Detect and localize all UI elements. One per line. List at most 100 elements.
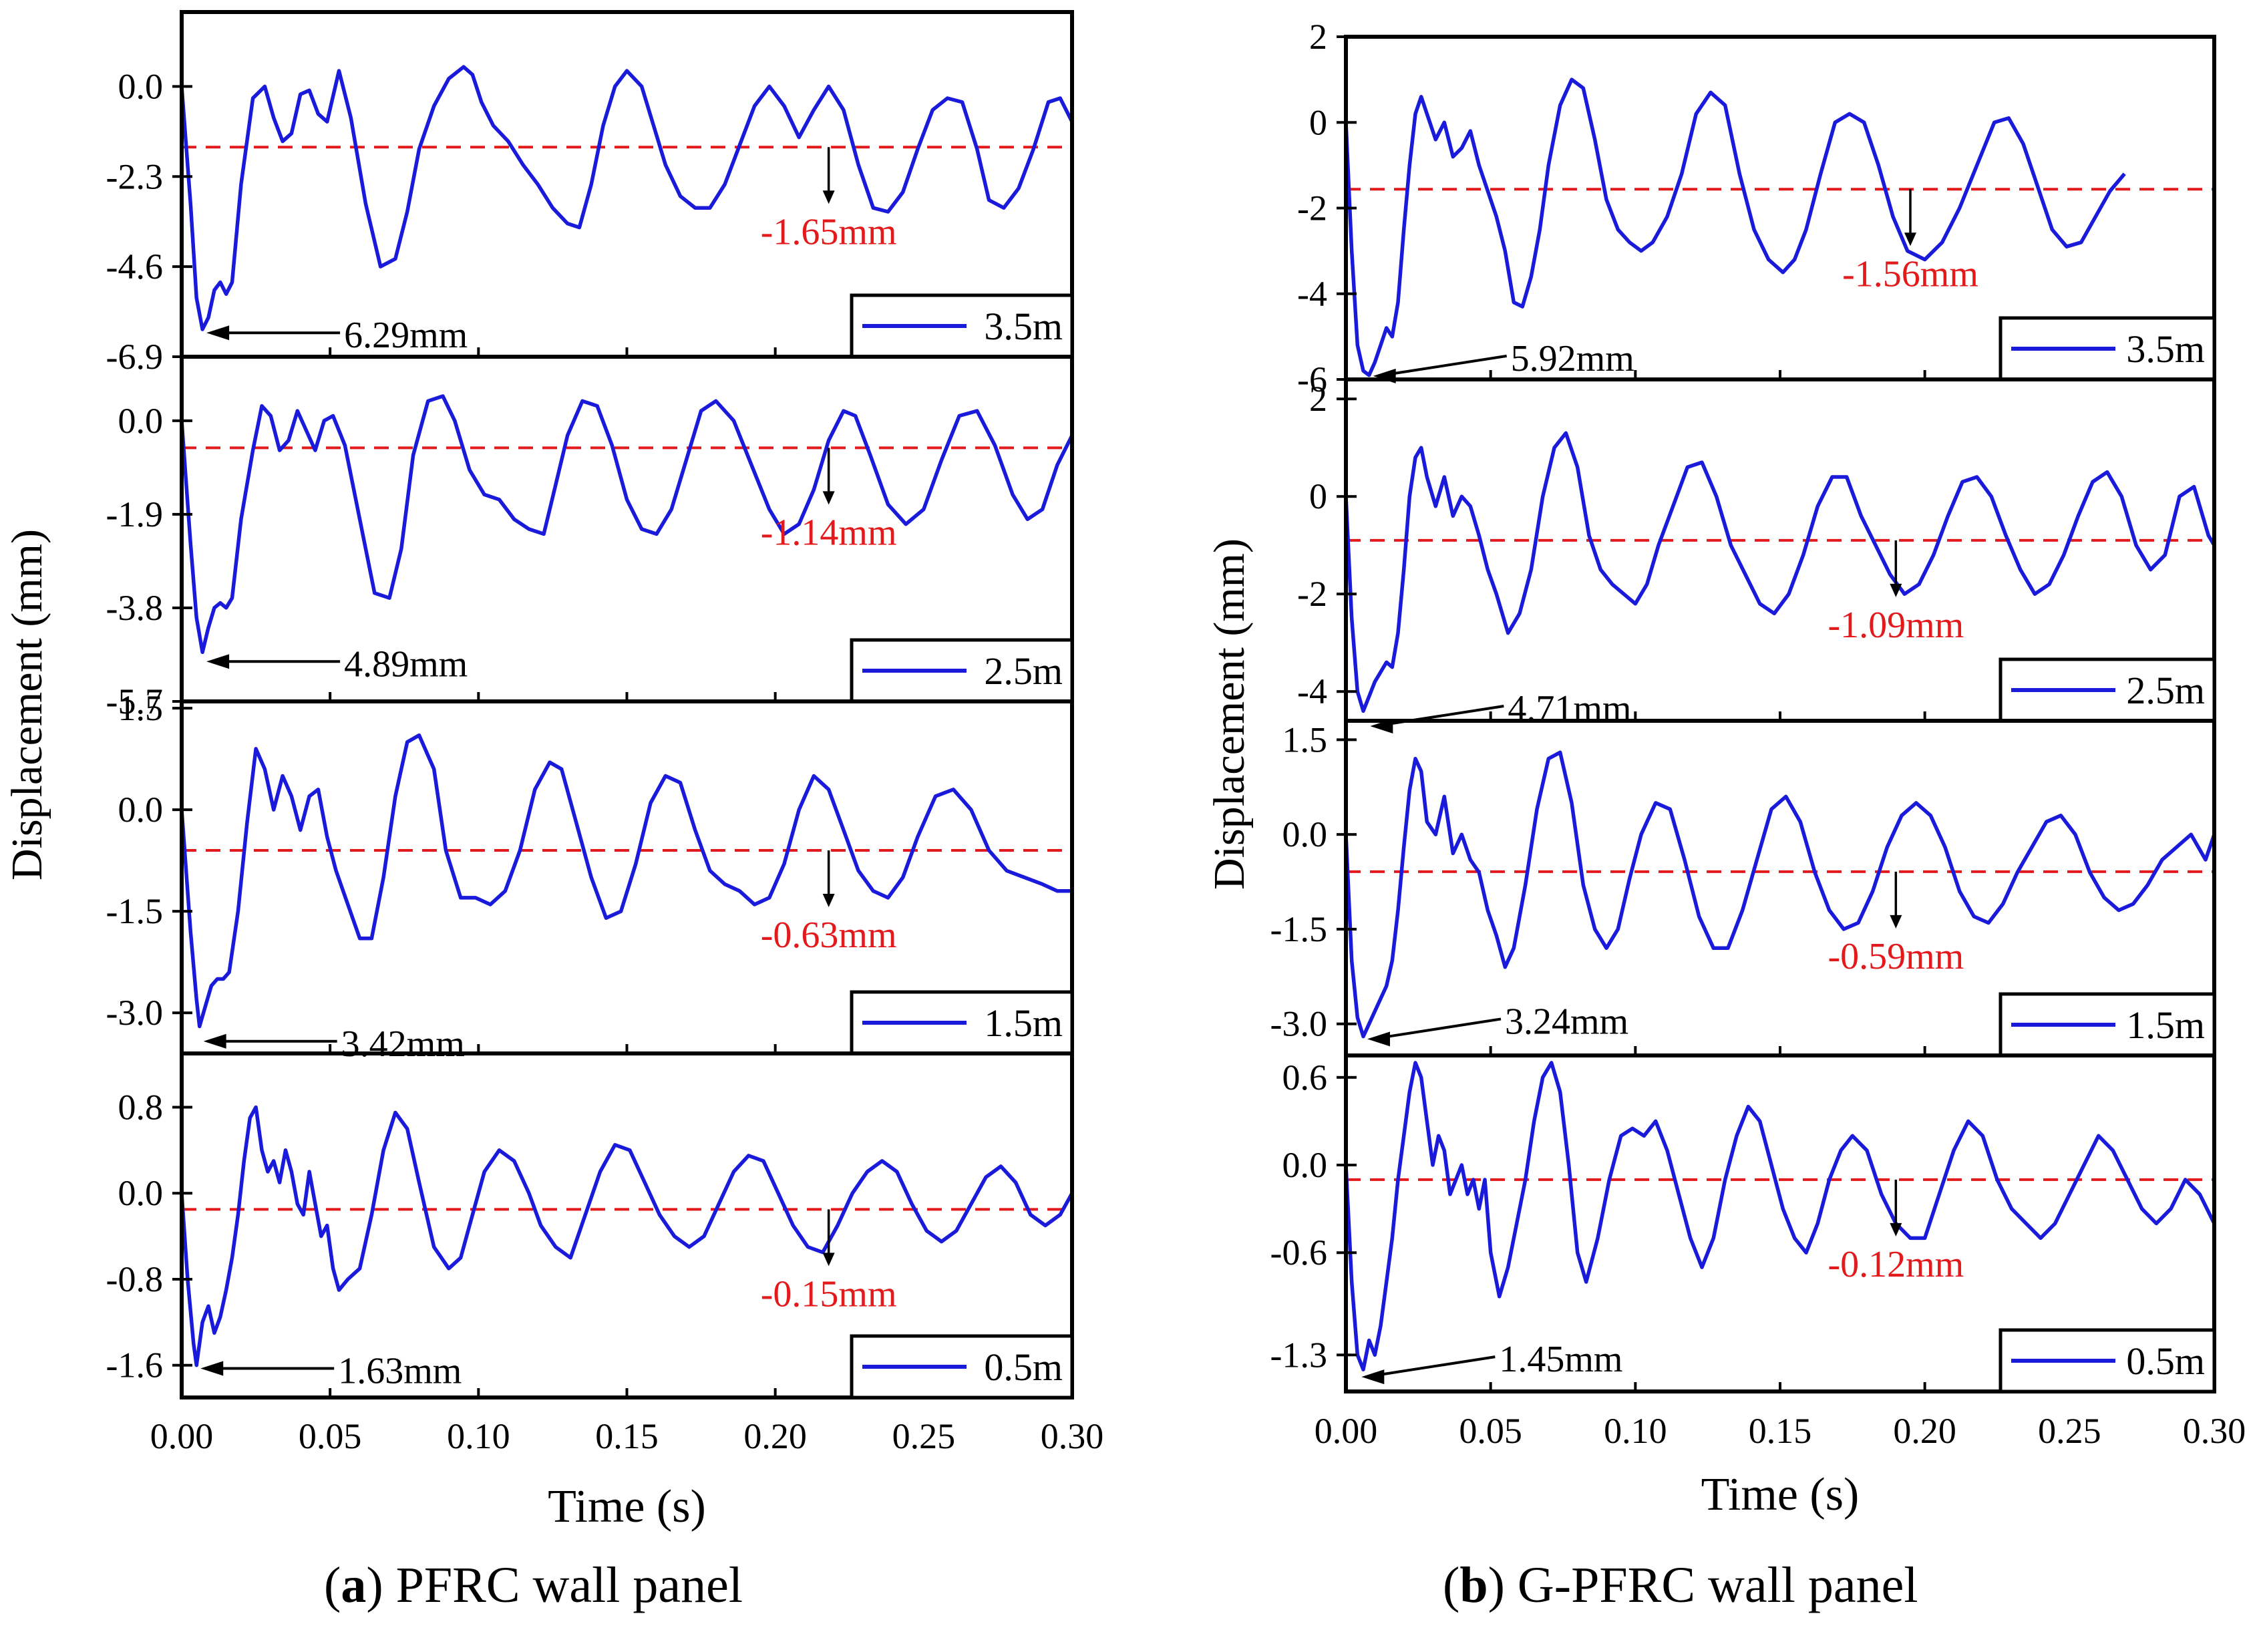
peak-value-label: 3.42mm — [341, 1023, 465, 1065]
y-tick-label: -1.5 — [106, 891, 163, 931]
mean-value-label: -0.12mm — [1828, 1244, 1964, 1285]
caption-b-letter: b — [1459, 1557, 1488, 1613]
y-tick-label: -0.6 — [1270, 1232, 1327, 1273]
x-tick-label: 0.10 — [447, 1416, 510, 1456]
peak-value-label: 4.89mm — [344, 643, 468, 685]
y-tick-label: 1.5 — [1282, 719, 1328, 760]
peak-arrow-head — [203, 1033, 226, 1049]
y-tick-label: -3.8 — [106, 588, 163, 628]
peak-value-label: 3.24mm — [1505, 1001, 1628, 1042]
x-tick-label: 0.20 — [1893, 1411, 1956, 1451]
displacement-curve — [182, 65, 1072, 331]
caption-b: (b) G-PFRC wall panel — [1443, 1557, 1918, 1613]
mean-value-label: -1.14mm — [761, 512, 897, 553]
legend-label: 3.5m — [2126, 327, 2205, 371]
y-tick-label: 2 — [1309, 379, 1327, 419]
panel-a: 0.0 -2.3 -4.6 -6.9 -1.65mm 6.29mm 3.5m 0.0 -1.9 -… — [3, 10, 1104, 1532]
x-tick-label: 0.05 — [299, 1416, 362, 1456]
displacement-curve — [1346, 1061, 2214, 1371]
y-tick-label: -3.0 — [1270, 1004, 1327, 1044]
panel-b: 2 0 -2 -4 -6 -1.56mm 5.92mm 3.5m 2 0 -2 -4 -1.09mm 4.… — [1205, 17, 2246, 1520]
x-tick-label: 0.15 — [1749, 1411, 1812, 1451]
peak-value-label: 4.71mm — [1508, 688, 1631, 729]
mean-value-label: -0.63mm — [761, 915, 897, 956]
legend-label: 3.5m — [984, 305, 1063, 348]
y-tick-label: 2 — [1309, 17, 1327, 57]
caption-a: (a) PFRC wall panel — [324, 1557, 743, 1613]
subplot-2.5m: 2 0 -2 -4 -1.09mm 4.71mm 2.5m — [1297, 377, 2216, 734]
x-tick-label: 0.20 — [743, 1416, 807, 1456]
x-axis-title: Time (s) — [548, 1481, 706, 1532]
peak-value-label: 1.45mm — [1499, 1339, 1622, 1380]
y-tick-label: 1.5 — [118, 688, 164, 728]
mean-value-label: -1.56mm — [1842, 253, 1978, 295]
peak-value-label: 6.29mm — [344, 315, 468, 356]
y-tick-label: -2.3 — [106, 156, 163, 196]
y-tick-label: -1.5 — [1270, 909, 1327, 949]
y-tick-label: -1.6 — [106, 1345, 163, 1385]
mean-arrow-head — [1890, 583, 1902, 597]
legend-label: 2.5m — [984, 649, 1063, 693]
displacement-curve — [182, 1105, 1072, 1367]
peak-value-label: 1.63mm — [338, 1351, 462, 1392]
mean-value-label: -1.09mm — [1828, 605, 1964, 646]
peak-arrow-line — [1379, 1355, 1496, 1377]
x-axis-title: Time (s) — [1701, 1469, 1860, 1520]
x-tick-label: 0.25 — [892, 1416, 956, 1456]
peak-arrow-line — [1384, 1017, 1502, 1039]
y-tick-label: -1.3 — [1270, 1335, 1327, 1375]
legend-label: 2.5m — [2126, 669, 2205, 712]
mean-arrow-head — [1890, 1222, 1902, 1236]
y-tick-label: -6.9 — [106, 337, 163, 377]
y-axis-title: Displacement (mm) — [1205, 538, 1254, 890]
legend-label: 0.5m — [984, 1345, 1063, 1389]
x-tick-label: 0.30 — [2183, 1411, 2246, 1451]
peak-arrow-head — [1361, 1369, 1385, 1385]
mean-value-label: -0.15mm — [761, 1273, 897, 1315]
y-tick-label: 0.0 — [118, 401, 164, 441]
mean-arrow-head — [822, 1253, 835, 1267]
y-tick-label: 0.0 — [118, 790, 164, 830]
x-tick-label: 0.05 — [1459, 1411, 1522, 1451]
y-tick-label: -4 — [1297, 671, 1327, 711]
displacement-curve — [1346, 431, 2214, 713]
displacement-curve — [1346, 750, 2214, 1039]
legend-label: 0.5m — [2126, 1339, 2205, 1383]
y-tick-label: 0.0 — [1282, 814, 1328, 854]
x-tick-label: 0.30 — [1041, 1416, 1104, 1456]
y-tick-label: 0.6 — [1282, 1057, 1328, 1098]
legend-label: 1.5m — [984, 1001, 1063, 1045]
displacement-curve — [182, 394, 1072, 655]
peak-arrow-head — [200, 1361, 224, 1376]
caption-a-letter: a — [341, 1557, 367, 1613]
displacement-curve — [182, 733, 1072, 1029]
y-tick-label: -4 — [1297, 274, 1327, 314]
mean-arrow-head — [822, 893, 835, 907]
peak-value-label: 5.92mm — [1511, 338, 1634, 379]
subplot-3.5m: 0.0 -2.3 -4.6 -6.9 -1.65mm 6.29mm 3.5m — [106, 10, 1074, 377]
x-tick-label: 0.25 — [2038, 1411, 2101, 1451]
y-axis-title: Displacement (mm) — [3, 529, 51, 880]
x-tick-label: 0.00 — [1315, 1411, 1378, 1451]
y-tick-label: -6 — [1297, 359, 1327, 399]
y-tick-label: -1.9 — [106, 494, 163, 534]
x-tick-label: 0.10 — [1604, 1411, 1667, 1451]
peak-arrow-head — [206, 654, 230, 669]
y-tick-label: -5.7 — [106, 681, 163, 721]
mean-arrow-head — [1904, 232, 1916, 246]
mean-arrow-head — [822, 491, 835, 505]
y-tick-label: 0.0 — [118, 66, 164, 106]
y-tick-label: -2 — [1297, 574, 1327, 614]
y-tick-label: 0 — [1309, 102, 1327, 142]
y-tick-label: 0.0 — [118, 1173, 164, 1213]
mean-value-label: -1.65mm — [761, 211, 897, 253]
y-tick-label: 0.0 — [1282, 1145, 1328, 1185]
y-tick-label: 0 — [1309, 476, 1327, 516]
y-tick-label: -0.8 — [106, 1259, 163, 1299]
y-tick-label: -4.6 — [106, 246, 163, 287]
legend-label: 1.5m — [2126, 1003, 2205, 1047]
caption-a-text: PFRC wall panel — [383, 1557, 743, 1613]
mean-arrow-head — [822, 190, 835, 204]
y-tick-label: 0.8 — [118, 1087, 164, 1127]
x-tick-label: 0.00 — [150, 1416, 214, 1456]
